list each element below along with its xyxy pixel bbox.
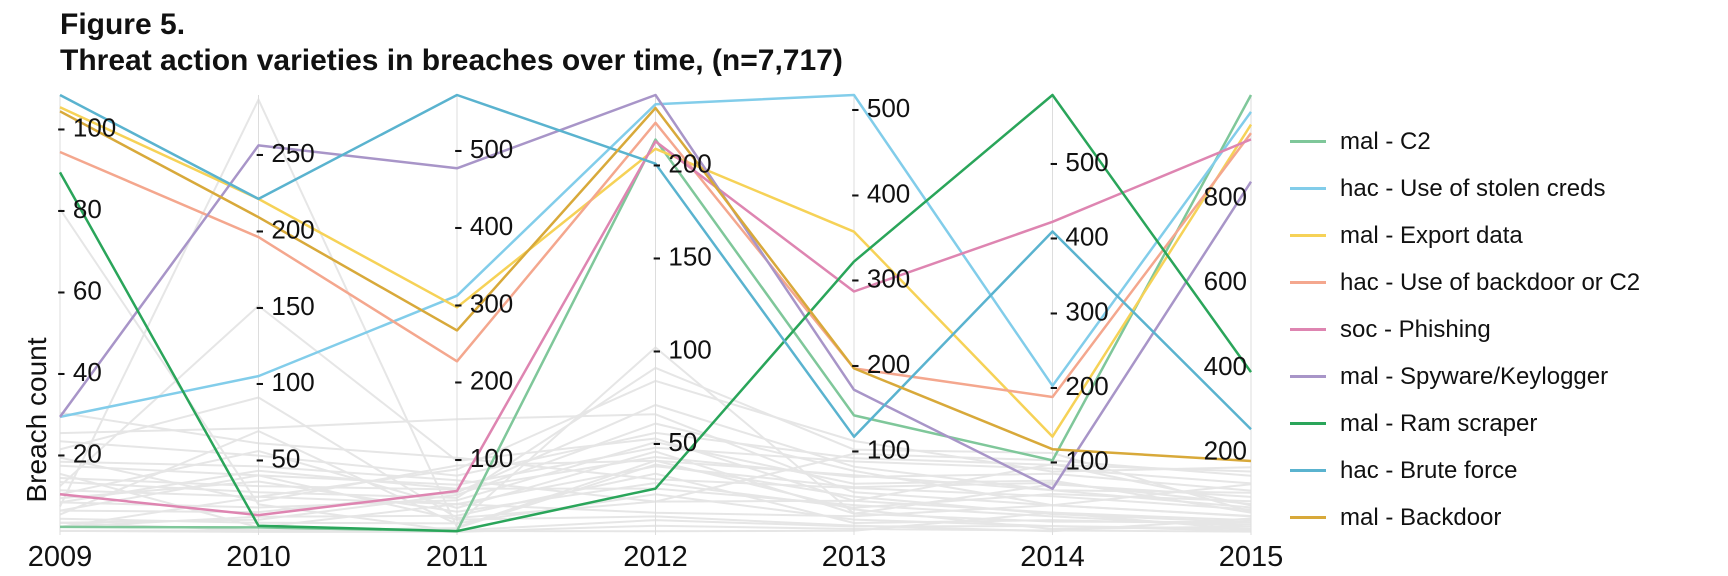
- legend-swatch: [1290, 375, 1326, 378]
- tick-label: - 100: [1050, 445, 1109, 475]
- legend-label: mal - C2: [1340, 127, 1431, 155]
- tick-label: - 200: [256, 214, 315, 244]
- legend-swatch: [1290, 328, 1326, 331]
- legend-label: soc - Phishing: [1340, 315, 1491, 343]
- x-tick-label: 2013: [822, 541, 887, 573]
- legend-swatch: [1290, 469, 1326, 472]
- chart-title: Threat action varieties in breaches over…: [60, 44, 843, 77]
- x-tick-label: 2010: [226, 541, 291, 573]
- series-line-4: [59, 138, 1252, 517]
- x-tick-label: 2015: [1219, 541, 1284, 573]
- legend-swatch: [1290, 234, 1326, 237]
- series-line-1: [59, 93, 1253, 419]
- x-axis-labels-group: 2009 2010 2011 2012 2013 2014 2015: [28, 541, 1284, 573]
- tick-label: 400: [1204, 351, 1247, 381]
- tick-label: 800: [1204, 182, 1247, 212]
- legend-label: mal - Spyware/Keylogger: [1340, 362, 1609, 390]
- tick-label: - 100: [57, 113, 116, 143]
- x-tick-label: 2011: [426, 541, 488, 573]
- tick-label: - 200: [1050, 371, 1109, 401]
- axes-group: [59, 95, 1252, 535]
- legend-swatch: [1290, 516, 1326, 519]
- series-line-7: [59, 93, 1252, 438]
- legend-swatch: [1290, 281, 1326, 284]
- legend-item: hac - Use of stolen creds: [1290, 165, 1640, 212]
- tick-label: - 300: [454, 288, 513, 318]
- tick-label: - 500: [454, 134, 513, 164]
- tick-label: - 100: [851, 435, 910, 465]
- series-group: [58, 93, 1253, 533]
- legend: mal - C2 hac - Use of stolen creds mal - E…: [1290, 118, 1640, 541]
- y-axis-label: Breach count: [21, 337, 52, 502]
- legend-label: hac - Brute force: [1340, 456, 1518, 484]
- tick-labels-group: - 20 - 40 - 60 - 80 - 100 - 50 - 100 - 150 - 200…: [57, 93, 1247, 476]
- legend-item: soc - Phishing: [1290, 306, 1640, 353]
- x-tick-label: 2012: [623, 541, 688, 573]
- tick-label: - 300: [851, 264, 910, 294]
- series-line-5: [58, 93, 1253, 491]
- tick-label: 200: [1204, 435, 1247, 465]
- legend-label: mal - Export data: [1340, 221, 1523, 249]
- tick-label: - 400: [1050, 222, 1109, 252]
- tick-label: - 50: [256, 444, 301, 474]
- legend-swatch: [1290, 187, 1326, 190]
- series-line-6: [58, 93, 1253, 533]
- series-line-3: [59, 121, 1252, 399]
- tick-label: - 50: [653, 427, 698, 457]
- tick-label: - 200: [653, 149, 712, 179]
- tick-label: - 100: [653, 334, 712, 364]
- tick-label: - 500: [851, 93, 910, 123]
- tick-label: - 400: [851, 178, 910, 208]
- tick-label: - 150: [256, 291, 315, 321]
- tick-label: - 250: [256, 138, 315, 168]
- legend-label: mal - Ram scraper: [1340, 409, 1538, 437]
- legend-label: hac - Use of stolen creds: [1340, 174, 1606, 202]
- legend-item: mal - C2: [1290, 118, 1640, 165]
- legend-item: mal - Ram scraper: [1290, 400, 1640, 447]
- tick-label: - 300: [1050, 296, 1109, 326]
- x-tick-label: 2009: [28, 541, 93, 573]
- tick-label: - 60: [57, 276, 102, 306]
- tick-label: - 100: [454, 443, 513, 473]
- tick-label: - 500: [1050, 147, 1109, 177]
- parallel-coordinates-chart: - 20 - 40 - 60 - 80 - 100 - 50 - 100 - 150 - 200…: [21, 93, 1284, 573]
- series-line-8: [59, 106, 1252, 463]
- tick-label: - 400: [454, 211, 513, 241]
- tick-label: - 200: [454, 366, 513, 396]
- legend-item: hac - Use of backdoor or C2: [1290, 259, 1640, 306]
- legend-swatch: [1290, 140, 1326, 143]
- legend-item: mal - Spyware/Keylogger: [1290, 353, 1640, 400]
- x-tick-label: 2014: [1020, 541, 1085, 573]
- figure-label: Figure 5.: [60, 8, 186, 41]
- series-line-0: [59, 94, 1253, 533]
- legend-item: hac - Brute force: [1290, 447, 1640, 494]
- tick-label: - 200: [851, 349, 910, 379]
- legend-item: mal - Backdoor: [1290, 494, 1640, 541]
- tick-label: - 150: [653, 242, 712, 272]
- tick-label: - 100: [256, 367, 315, 397]
- legend-swatch: [1290, 422, 1326, 425]
- legend-label: hac - Use of backdoor or C2: [1340, 268, 1641, 296]
- tick-label: - 20: [57, 439, 102, 469]
- legend-label: mal - Backdoor: [1340, 503, 1502, 531]
- tick-label: 600: [1204, 266, 1247, 296]
- legend-item: mal - Export data: [1290, 212, 1640, 259]
- tick-label: - 80: [57, 194, 102, 224]
- tick-label: - 40: [57, 357, 102, 387]
